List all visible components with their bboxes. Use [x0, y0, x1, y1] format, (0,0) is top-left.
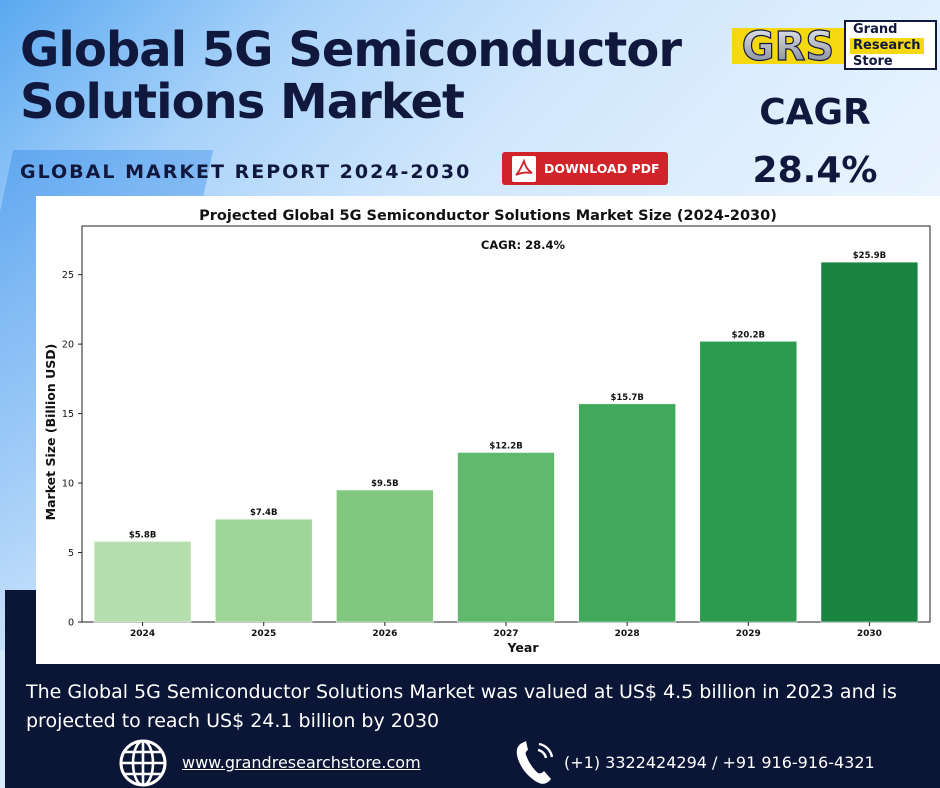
x-tick-label-2025: 2025 [251, 629, 276, 639]
logo-line-research: Research [850, 38, 924, 54]
grand-research-store-logo[interactable]: GRS Grand Research Store [732, 20, 937, 70]
x-tick-label-2027: 2027 [493, 629, 518, 639]
bar-2024 [93, 541, 192, 623]
y-tick-label-25: 25 [62, 270, 74, 281]
bar-chart-svg: Projected Global 5G Semiconductor Soluti… [43, 208, 931, 655]
svg-text:GRS: GRS [742, 24, 834, 70]
data-label-2025: $7.4B [250, 508, 277, 518]
bar-2028 [578, 403, 676, 623]
report-subtitle: GLOBAL MARKET REPORT 2024-2030 [20, 161, 472, 183]
y-tick-label-0: 0 [68, 618, 74, 629]
page-title: Global 5G Semiconductor Solutions Market [20, 22, 682, 130]
download-pdf-label: DOWNLOAD PDF [544, 161, 660, 176]
logo-wordmark: Grand Research Store [844, 20, 937, 70]
chart-title: Projected Global 5G Semiconductor Soluti… [199, 208, 777, 224]
x-tick-label-2030: 2030 [857, 629, 882, 639]
logo-line-grand: Grand [853, 22, 898, 37]
bar-2025 [215, 518, 313, 623]
data-label-2029: $20.2B [732, 330, 765, 340]
cagr-label: CAGR [759, 92, 871, 133]
data-label-2030: $25.9B [853, 251, 886, 261]
x-tick-label-2028: 2028 [615, 629, 640, 639]
bar-2030 [820, 261, 919, 623]
data-label-2024: $5.8B [129, 530, 156, 540]
y-tick-label-15: 15 [62, 409, 74, 420]
data-label-2027: $12.2B [489, 441, 522, 451]
download-pdf-button[interactable]: DOWNLOAD PDF [502, 152, 668, 185]
data-label-2028: $15.7B [610, 393, 643, 403]
phone-number: (+1) 3322424294 / +91 916-916-4321 [564, 753, 875, 772]
y-tick-label-20: 20 [62, 340, 74, 351]
bar-2029 [699, 341, 797, 623]
chart-y-axis-label: Market Size (Billion USD) [43, 344, 58, 521]
x-tick-label-2026: 2026 [372, 629, 397, 639]
x-tick-label-2024: 2024 [130, 629, 155, 639]
bar-2026 [336, 489, 434, 623]
chart-x-axis-label: Year [507, 640, 540, 655]
chart-annotation: CAGR: 28.4% [481, 238, 566, 252]
y-tick-label-10: 10 [62, 479, 74, 490]
phone-icon [516, 741, 554, 784]
x-tick-label-2029: 2029 [736, 629, 761, 639]
data-label-2026: $9.5B [371, 479, 398, 489]
website-link[interactable]: www.grandresearchstore.com [182, 753, 421, 772]
bar-2027 [457, 452, 555, 623]
globe-icon [119, 739, 167, 787]
cagr-value: 28.4% [752, 150, 878, 191]
market-description: The Global 5G Semiconductor Solutions Ma… [26, 681, 897, 732]
logo-line-store: Store [853, 54, 893, 69]
grs-logo-mark: GRS [732, 23, 844, 70]
market-size-chart: Projected Global 5G Semiconductor Soluti… [36, 196, 940, 664]
y-tick-label-5: 5 [68, 548, 74, 559]
pdf-icon [512, 155, 536, 182]
